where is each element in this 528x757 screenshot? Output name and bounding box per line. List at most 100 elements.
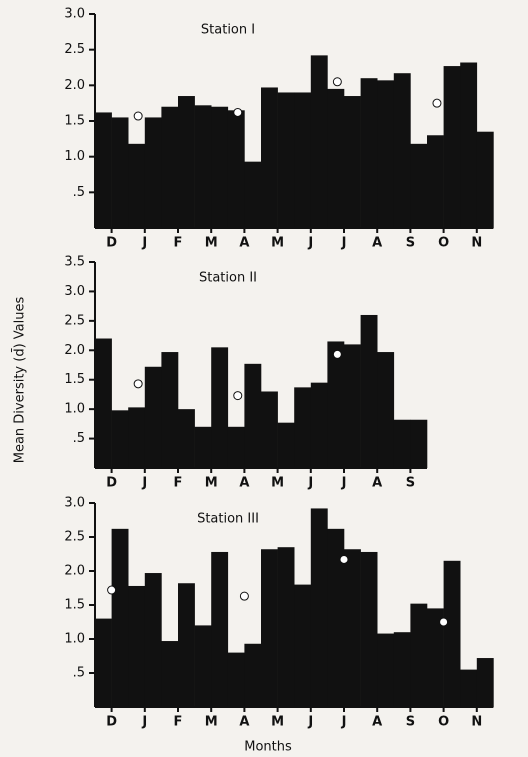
bar <box>410 419 428 468</box>
bar <box>360 551 378 707</box>
bar <box>178 583 195 707</box>
y-tick-label: 2.0 <box>64 78 85 93</box>
chart-title: Station II <box>199 271 257 286</box>
marker <box>339 554 349 564</box>
x-tick-label: M <box>205 476 218 491</box>
x-tick-label: M <box>271 476 284 491</box>
bar <box>261 87 278 229</box>
bar <box>443 66 461 228</box>
x-tick-label: N <box>471 715 482 730</box>
bar <box>377 80 395 228</box>
x-tick-label: J <box>341 476 347 491</box>
y-tick-label: 1.5 <box>64 372 85 387</box>
bar <box>111 117 129 228</box>
bar <box>277 92 295 228</box>
bar <box>410 143 428 228</box>
bar <box>161 106 179 228</box>
marker <box>133 111 143 121</box>
bar <box>144 573 162 707</box>
bar <box>244 363 262 468</box>
bar <box>427 608 444 707</box>
bar <box>344 96 361 229</box>
y-tick-label: 3.0 <box>64 284 85 299</box>
bar <box>410 603 428 707</box>
marker <box>332 77 342 87</box>
x-tick-label: D <box>106 476 117 491</box>
bar <box>144 117 162 228</box>
y-tick-label: 2.0 <box>64 343 85 358</box>
marker <box>432 98 442 108</box>
bar <box>95 112 112 228</box>
bar <box>460 62 478 228</box>
bar <box>111 410 129 468</box>
bar <box>294 584 312 707</box>
bar <box>111 528 129 707</box>
bar <box>128 143 146 228</box>
x-tick-label: O <box>438 236 449 251</box>
x-tick-label: A <box>239 476 249 491</box>
x-axis-label: Months <box>244 740 292 755</box>
bar <box>95 618 112 707</box>
bar <box>427 135 444 228</box>
bar <box>327 341 345 468</box>
x-tick-label: A <box>239 715 249 730</box>
y-tick-label: 1.0 <box>64 402 85 417</box>
bar <box>211 551 229 707</box>
bar <box>194 105 212 228</box>
y-tick-label: 1.5 <box>64 598 85 613</box>
x-tick-label: J <box>141 476 147 491</box>
bar <box>393 73 411 228</box>
x-tick-label: J <box>307 236 313 251</box>
bar <box>227 426 245 468</box>
bar <box>211 106 229 228</box>
x-tick-label: J <box>141 236 147 251</box>
x-tick-label: M <box>205 236 218 251</box>
x-tick-label: A <box>372 236 382 251</box>
bar <box>194 625 212 707</box>
marker <box>233 391 243 401</box>
bar <box>327 528 345 707</box>
x-tick-label: J <box>341 715 347 730</box>
marker <box>332 349 342 359</box>
bar <box>294 387 312 468</box>
x-tick-label: O <box>438 715 449 730</box>
bar <box>261 391 278 468</box>
bar <box>327 88 345 229</box>
marker <box>107 585 117 595</box>
x-tick-label: A <box>372 476 382 491</box>
marker <box>133 379 143 389</box>
marker <box>233 107 243 117</box>
bar <box>310 55 328 228</box>
bar <box>476 658 494 707</box>
y-tick-label: .5 <box>73 666 85 681</box>
y-tick-label: 1.0 <box>64 149 85 164</box>
bar <box>393 419 411 468</box>
bar <box>128 407 146 468</box>
bar <box>194 426 212 468</box>
y-axis-label: Mean Diversity (d̄) Values <box>12 297 27 464</box>
y-tick-label: 2.5 <box>64 530 85 545</box>
x-tick-label: D <box>106 715 117 730</box>
bar <box>377 352 395 468</box>
bar <box>344 344 361 468</box>
bar <box>261 549 278 707</box>
bar <box>161 641 179 707</box>
bar <box>95 338 112 468</box>
y-tick-label: 1.5 <box>64 114 85 129</box>
y-tick-label: .5 <box>73 185 85 200</box>
x-tick-label: J <box>307 715 313 730</box>
bar <box>360 78 378 228</box>
bar <box>244 643 262 707</box>
bar <box>476 131 494 228</box>
x-tick-label: J <box>141 715 147 730</box>
marker <box>439 617 449 627</box>
bar <box>277 422 295 468</box>
bar <box>227 652 245 707</box>
x-tick-label: M <box>271 715 284 730</box>
x-tick-label: D <box>106 236 117 251</box>
chart-title: Station I <box>201 23 255 38</box>
x-tick-label: J <box>307 476 313 491</box>
x-tick-label: S <box>406 715 415 730</box>
x-tick-label: N <box>471 236 482 251</box>
